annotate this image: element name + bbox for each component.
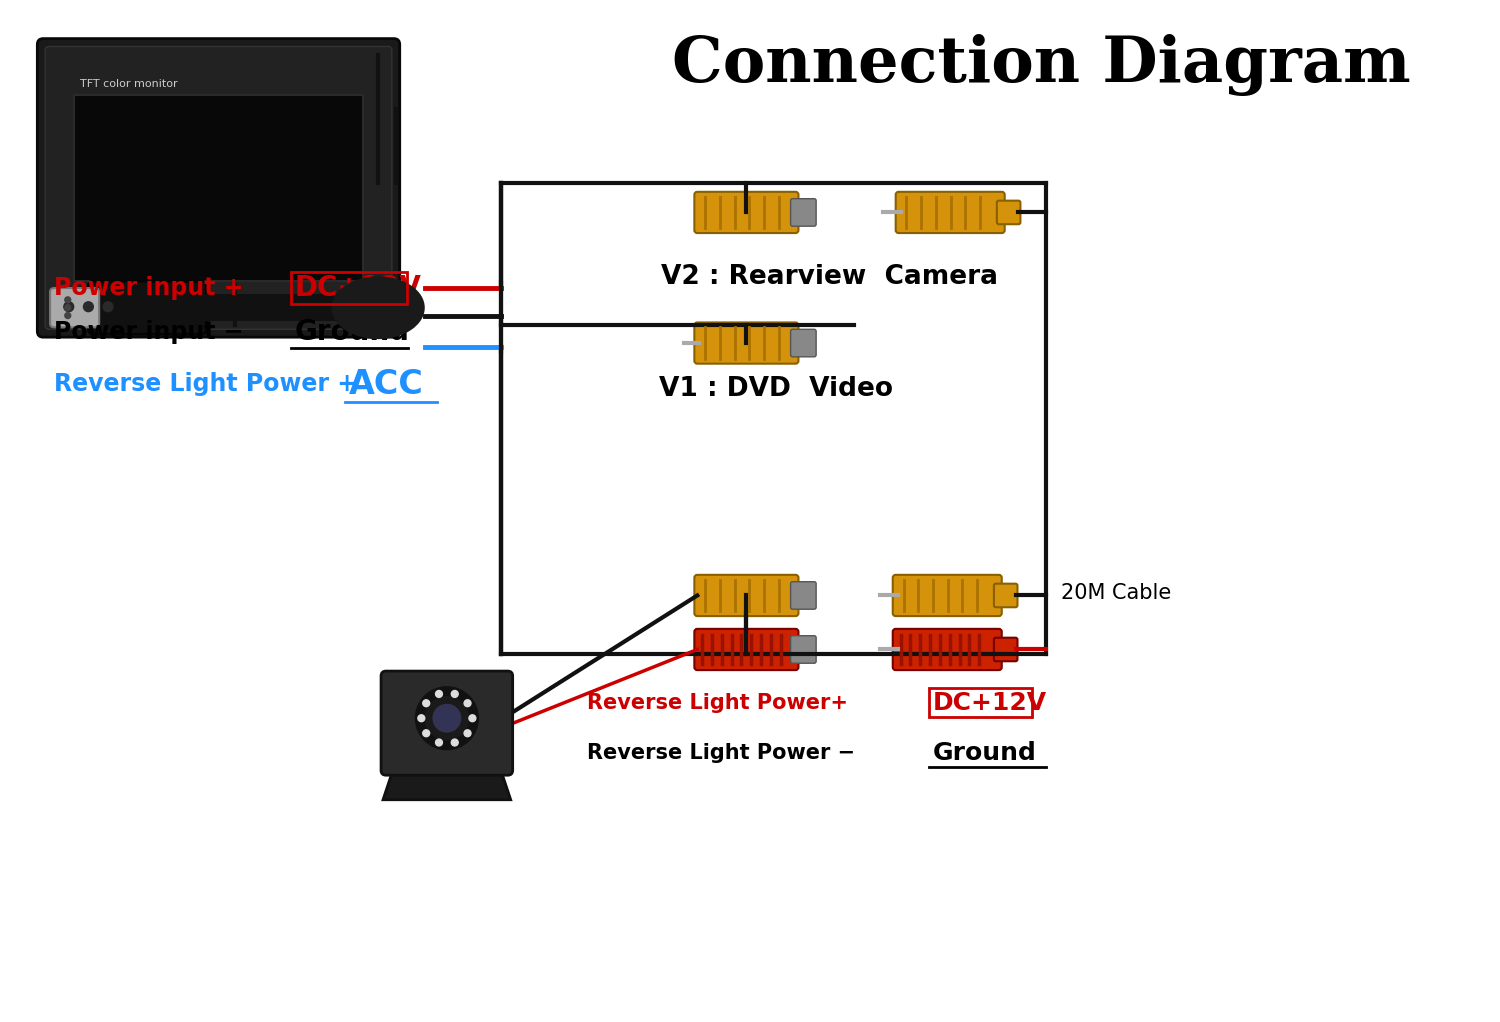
Polygon shape bbox=[382, 771, 510, 800]
Text: ACC: ACC bbox=[348, 368, 423, 401]
Circle shape bbox=[416, 687, 478, 750]
FancyBboxPatch shape bbox=[694, 574, 798, 616]
Circle shape bbox=[64, 305, 70, 311]
Circle shape bbox=[104, 301, 112, 312]
FancyBboxPatch shape bbox=[994, 584, 1017, 607]
Circle shape bbox=[423, 700, 429, 706]
Circle shape bbox=[360, 299, 374, 314]
FancyBboxPatch shape bbox=[790, 198, 816, 226]
Text: Power input +: Power input + bbox=[54, 276, 243, 300]
Circle shape bbox=[464, 730, 471, 737]
Circle shape bbox=[435, 739, 442, 746]
Bar bbox=[291, 272, 406, 304]
Text: Ground: Ground bbox=[294, 318, 410, 346]
FancyBboxPatch shape bbox=[38, 39, 399, 337]
FancyBboxPatch shape bbox=[790, 636, 816, 663]
Circle shape bbox=[435, 691, 442, 697]
Circle shape bbox=[452, 739, 458, 746]
Circle shape bbox=[464, 700, 471, 706]
FancyBboxPatch shape bbox=[994, 638, 1017, 661]
FancyBboxPatch shape bbox=[790, 582, 816, 609]
FancyBboxPatch shape bbox=[694, 192, 798, 233]
Circle shape bbox=[84, 301, 93, 312]
Text: V1 : DVD  Video: V1 : DVD Video bbox=[658, 376, 892, 403]
Circle shape bbox=[470, 714, 476, 722]
FancyBboxPatch shape bbox=[694, 629, 798, 670]
FancyBboxPatch shape bbox=[896, 192, 1005, 233]
Text: TFT color monitor: TFT color monitor bbox=[80, 79, 177, 89]
Text: DC+12V: DC+12V bbox=[933, 691, 1047, 714]
FancyBboxPatch shape bbox=[200, 294, 358, 322]
Bar bbox=[74, 95, 363, 281]
FancyBboxPatch shape bbox=[45, 46, 392, 329]
FancyBboxPatch shape bbox=[998, 200, 1020, 224]
Text: Power input −: Power input − bbox=[54, 320, 243, 344]
Circle shape bbox=[426, 697, 468, 740]
Circle shape bbox=[64, 313, 70, 319]
Text: V2 : Rearview  Camera: V2 : Rearview Camera bbox=[662, 265, 999, 290]
Text: Ground: Ground bbox=[933, 741, 1036, 764]
FancyBboxPatch shape bbox=[381, 671, 513, 776]
FancyBboxPatch shape bbox=[178, 298, 209, 315]
Text: Reverse Light Power −: Reverse Light Power − bbox=[588, 743, 855, 762]
Text: DC+12V: DC+12V bbox=[294, 274, 422, 303]
Circle shape bbox=[64, 297, 70, 303]
Text: Reverse Light Power +: Reverse Light Power + bbox=[54, 372, 357, 397]
FancyBboxPatch shape bbox=[254, 298, 284, 315]
FancyBboxPatch shape bbox=[694, 322, 798, 364]
Ellipse shape bbox=[332, 276, 424, 339]
Bar bbox=[928, 688, 1032, 717]
FancyBboxPatch shape bbox=[790, 329, 816, 357]
FancyBboxPatch shape bbox=[892, 574, 1002, 616]
FancyBboxPatch shape bbox=[141, 298, 171, 315]
FancyBboxPatch shape bbox=[50, 288, 99, 327]
FancyBboxPatch shape bbox=[892, 629, 1002, 670]
Circle shape bbox=[419, 714, 424, 722]
Circle shape bbox=[423, 730, 429, 737]
Circle shape bbox=[64, 301, 74, 312]
Text: Connection Diagram: Connection Diagram bbox=[672, 34, 1410, 96]
Text: Reverse Light Power+: Reverse Light Power+ bbox=[588, 693, 849, 712]
Circle shape bbox=[433, 704, 460, 732]
Text: 20M Cable: 20M Cable bbox=[1060, 583, 1172, 603]
FancyBboxPatch shape bbox=[216, 298, 246, 315]
Circle shape bbox=[452, 691, 458, 697]
FancyBboxPatch shape bbox=[88, 281, 206, 334]
